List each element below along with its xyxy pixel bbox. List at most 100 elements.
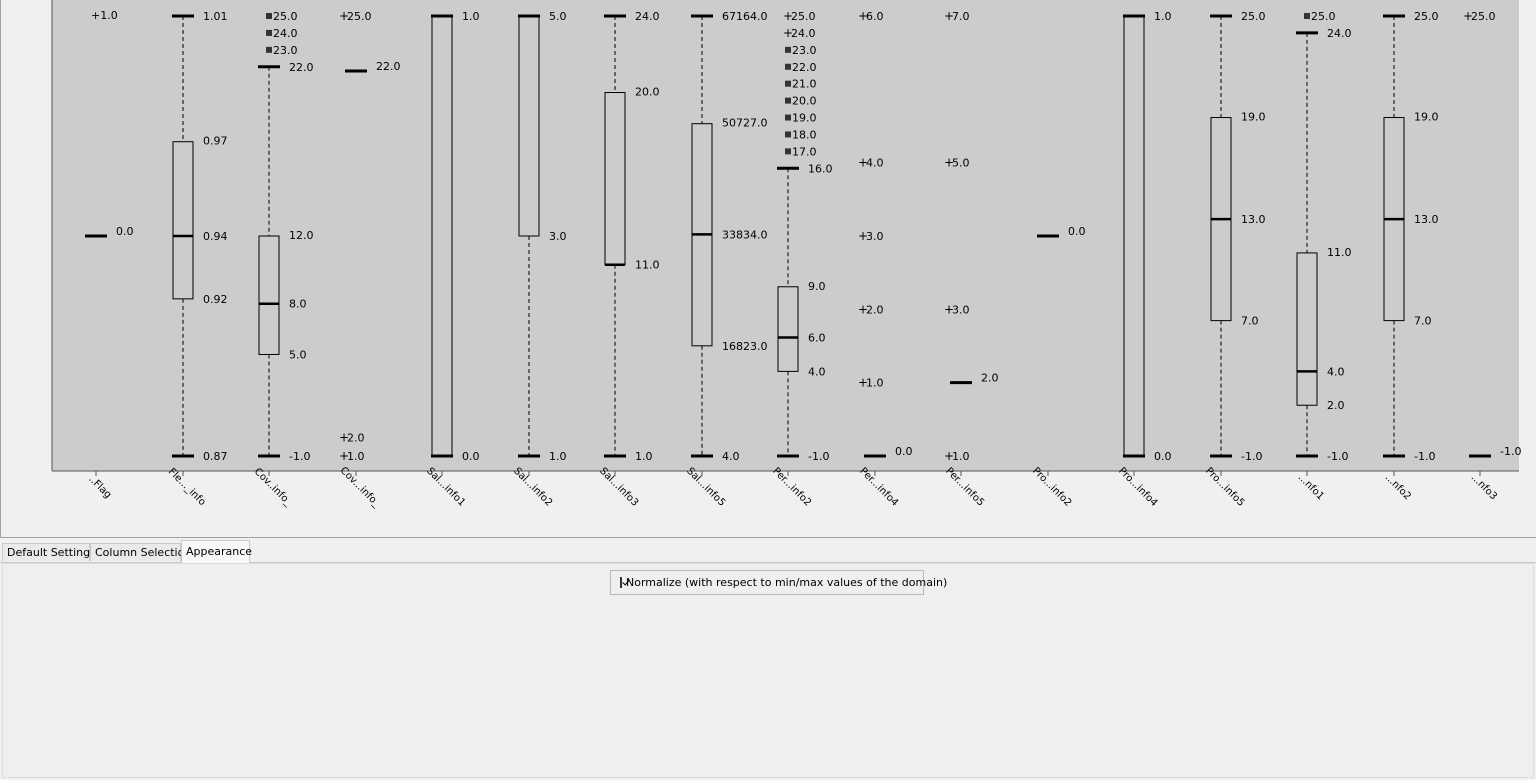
median-label: 13.0	[1241, 213, 1266, 226]
extreme-label: 1.0	[347, 450, 365, 463]
min-label: -1.0	[289, 450, 310, 463]
extreme-label: 1.0	[952, 450, 970, 463]
max-label: 5.0	[549, 10, 567, 23]
min-label: 4.0	[722, 450, 740, 463]
column-label: Pro...info2	[1030, 466, 1073, 509]
tab-default-settings[interactable]: Default Settings	[2, 543, 96, 561]
column-label: Cov..info_	[252, 466, 295, 509]
extreme-label: 2.0	[347, 432, 365, 445]
outlier-marker	[785, 80, 791, 87]
box	[1296, 252, 1318, 406]
q3-label: 9.0	[808, 280, 826, 293]
box	[172, 141, 194, 300]
extreme-label: 5.0	[952, 157, 970, 170]
q1-label: 3.0	[549, 230, 567, 243]
extreme-label: 1.0	[866, 377, 884, 390]
q3-label: 11.0	[1327, 246, 1352, 259]
outlier-marker	[785, 63, 791, 70]
extreme-label: 25.0	[1471, 10, 1496, 23]
q3-label: 50727.0	[722, 117, 768, 130]
extreme-marker: +	[858, 376, 868, 390]
outlier-label: 19.0	[792, 112, 817, 125]
extreme-marker: +	[783, 9, 793, 23]
extreme-marker: +	[944, 9, 954, 23]
outlier-label: 25.0	[273, 10, 298, 23]
extreme-label: 4.0	[866, 157, 884, 170]
column-label: ...nfo3	[1469, 472, 1499, 502]
column-label: ...nfo2	[1383, 472, 1413, 502]
q1-label: 5.0	[289, 348, 307, 361]
tab-column-selection[interactable]: Column Selection	[90, 543, 191, 561]
column-label: Sal...info3	[597, 466, 640, 509]
normalize-checkbox[interactable]	[620, 577, 622, 588]
outlier-marker	[785, 46, 791, 53]
box	[258, 235, 280, 355]
q3-label: 12.0	[289, 229, 314, 242]
q1-label: 2.0	[1327, 399, 1345, 412]
extreme-marker: +	[858, 156, 868, 170]
extreme-label: 3.0	[866, 230, 884, 243]
box-plot-chart: ..Flag0.0+1.0Fle..._info0.940.970.921.01…	[51, 0, 1521, 510]
column-label: Sal...info5	[684, 466, 727, 509]
outlier-label: 20.0	[792, 95, 817, 108]
column-label: ...nfo1	[1296, 472, 1326, 502]
outlier-label: 17.0	[792, 145, 817, 158]
min-label: -1.0	[808, 450, 829, 463]
outlier-label: 23.0	[273, 44, 298, 57]
extreme-label: 6.0	[866, 10, 884, 23]
extreme-label: 25.0	[791, 10, 816, 23]
extreme-label: 3.0	[952, 303, 970, 316]
max-label: 1.01	[203, 10, 228, 23]
outlier-marker	[1304, 13, 1310, 19]
appearance-panel	[2, 563, 1534, 778]
q3-label: 19.0	[1241, 111, 1266, 124]
tab-appearance[interactable]: Appearance	[181, 540, 252, 563]
min-label: 1.0	[635, 450, 653, 463]
q3-label: 20.0	[635, 86, 660, 99]
min-label: 1.0	[549, 450, 567, 463]
max-label: 16.0	[808, 162, 833, 175]
max-label: 1.0	[1154, 10, 1172, 23]
q1-label: 0.92	[203, 293, 228, 306]
extreme-marker: +	[944, 302, 954, 316]
extreme-label: 25.0	[347, 10, 372, 23]
q1-label: 11.0	[635, 259, 660, 272]
box	[777, 286, 799, 372]
outlier-label: 24.0	[273, 27, 298, 40]
extreme-marker: +	[858, 229, 868, 243]
outlier-label: 25.0	[1311, 10, 1336, 23]
column-label: Cov...info_	[338, 465, 383, 510]
column-label: Pro...info4	[1116, 466, 1159, 509]
max-label: 1.0	[462, 10, 480, 23]
median-label: 6.0	[808, 332, 826, 345]
column-label: Per...info5	[943, 466, 986, 509]
max-label: 22.0	[289, 61, 314, 74]
q3-label: 0.97	[203, 135, 228, 148]
min-label: 0.87	[203, 450, 228, 463]
outlier-label: 23.0	[792, 44, 817, 57]
column-label: Sal...info2	[511, 466, 554, 509]
max-label: 25.0	[1241, 10, 1266, 23]
normalize-option-group: Normalize (with respect to min/max value…	[610, 570, 947, 595]
column-label: Per...info2	[770, 466, 813, 509]
extreme-label: 7.0	[952, 10, 970, 23]
column-label: Fle..._info	[166, 466, 208, 508]
value-label: 0.0	[895, 445, 913, 458]
min-label: -1.0	[1414, 450, 1435, 463]
extreme-marker: +	[783, 26, 793, 40]
value-label: -1.0	[1500, 445, 1521, 458]
q1-label: 7.0	[1241, 315, 1259, 328]
q1-label: 16823.0	[722, 340, 768, 353]
box-plot-panel: ..Flag 0.0 +1.0 Fle..._info 0.94 0.97 0.92 1.01…	[0, 0, 1536, 538]
extreme-marker: +	[339, 431, 349, 445]
max-label: 25.0	[1414, 10, 1439, 23]
outlier-marker	[266, 13, 272, 19]
max-label: 24.0	[1327, 27, 1352, 40]
median-label: 33834.0	[722, 228, 768, 241]
max-label: 67164.0	[722, 10, 768, 23]
outlier-marker	[785, 114, 791, 121]
outlier-marker	[266, 46, 272, 53]
median-label: 8.0	[289, 298, 307, 311]
q1-label: 4.0	[808, 365, 826, 378]
column-label: ..Flag	[86, 474, 113, 501]
